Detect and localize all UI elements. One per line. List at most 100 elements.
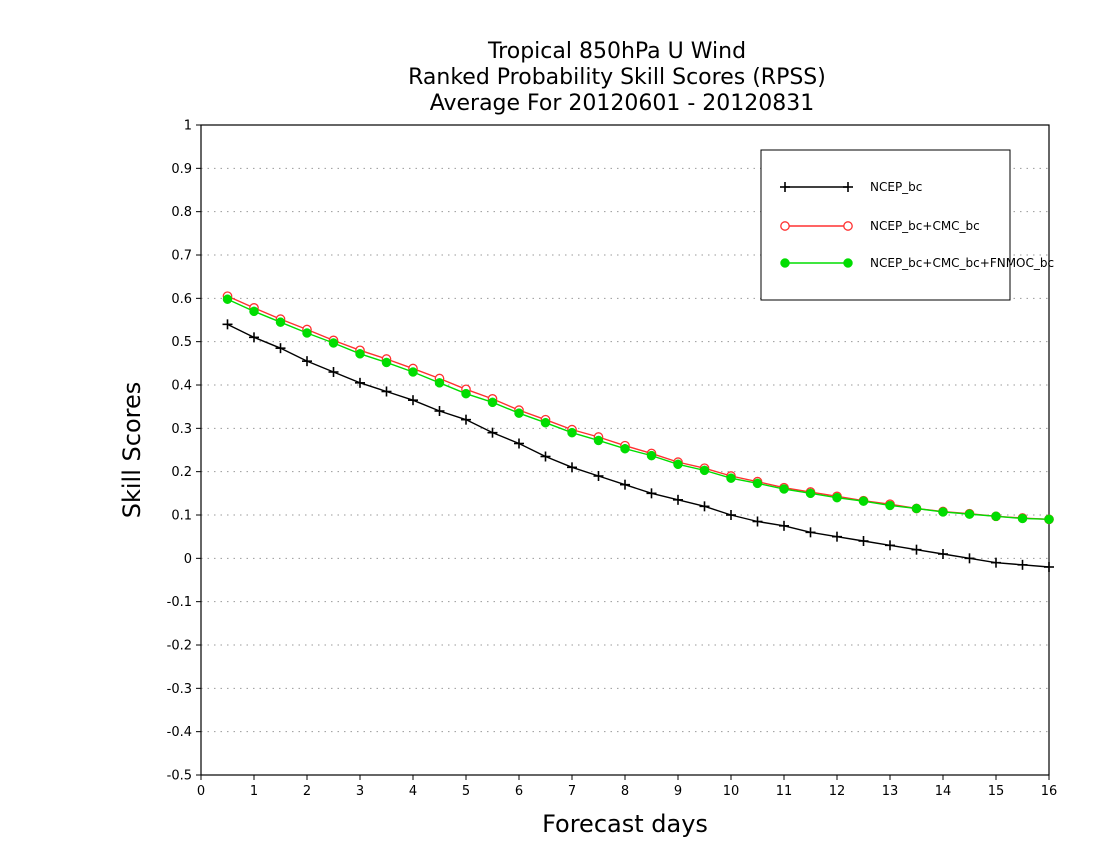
chart-title-line-2: Ranked Probability Skill Scores (RPSS) <box>408 65 826 90</box>
series-1-point <box>249 332 259 343</box>
y-tick-label: -0.5 <box>167 769 192 784</box>
y-tick-label: 0.5 <box>171 335 192 350</box>
series-1-point <box>487 427 498 438</box>
series-1-point <box>328 367 339 377</box>
y-tick-label: 0.2 <box>171 465 192 480</box>
series-3-point <box>832 492 842 503</box>
series-3-point <box>593 435 604 446</box>
series-3-point <box>249 306 259 317</box>
series-3-point <box>514 408 524 418</box>
series-1-point <box>381 386 392 397</box>
legend-marker-end <box>843 221 853 231</box>
series-3-point <box>355 349 365 359</box>
y-tick-label: 0.9 <box>171 162 192 177</box>
series-1-point <box>858 536 869 546</box>
series-1-point <box>222 319 233 330</box>
series-1-point <box>540 451 551 462</box>
y-tick-label: 0.1 <box>171 509 192 524</box>
series-3-line <box>227 298 1050 521</box>
series-3-point <box>1017 513 1028 524</box>
chart-title-line-1: Tropical 850hPa U Wind <box>487 39 746 64</box>
x-tick-label: 8 <box>621 784 629 799</box>
legend-entry-3: NCEP_bc+CMC_bc+FNMOC_bc <box>780 256 1054 270</box>
series-1 <box>222 319 1054 572</box>
series-1-point <box>408 395 418 406</box>
legend: NCEP_bc NCEP_bc+CMC_bc NCEP_bc+CMC_bc+FNMO… <box>760 149 1054 301</box>
x-tick-label: 7 <box>568 784 576 799</box>
series-3-point <box>752 478 763 489</box>
series-1-point <box>1044 562 1054 572</box>
series-3-point <box>222 294 233 304</box>
series-3-point <box>620 443 630 454</box>
y-tick-label: 0 <box>184 552 192 567</box>
series-3-point <box>858 496 869 506</box>
series-3-point <box>991 511 1001 522</box>
series-1-point <box>726 510 736 520</box>
series-3-point <box>381 357 392 368</box>
x-tick-label: 9 <box>674 784 682 799</box>
series-1-point <box>620 479 630 490</box>
series-3-point <box>964 509 975 519</box>
series-3-point <box>302 328 312 338</box>
series-1-point <box>461 414 471 425</box>
x-tick-label: 15 <box>988 784 1005 799</box>
series-3 <box>222 294 1054 525</box>
series-3-point <box>726 473 736 483</box>
y-tick-label: 0.7 <box>171 249 192 264</box>
series-1-point <box>699 501 710 512</box>
y-tick-label: -0.4 <box>167 725 192 740</box>
series-1-point <box>805 527 816 538</box>
x-axis-ticks: 0 1 2 3 4 5 6 7 8 9 10 11 12 13 14 15 16 <box>197 775 1057 799</box>
legend-entry-2: NCEP_bc+CMC_bc <box>780 219 980 233</box>
legend-label: NCEP_bc <box>870 180 922 194</box>
series-1-point <box>938 549 948 559</box>
y-tick-label: 0.6 <box>171 292 192 307</box>
x-tick-label: 14 <box>935 784 952 799</box>
series-layer <box>222 291 1054 572</box>
series-3-point <box>646 450 657 461</box>
legend-items: NCEP_bc NCEP_bc+CMC_bc NCEP_bc+CMC_bc+FNMO… <box>780 180 1054 270</box>
series-1-point <box>593 471 604 481</box>
x-tick-label: 6 <box>515 784 523 799</box>
legend-label: NCEP_bc+CMC_bc+FNMOC_bc <box>870 256 1054 270</box>
x-tick-label: 10 <box>723 784 740 799</box>
legend-marker-start <box>780 221 790 231</box>
series-3-point <box>938 507 948 517</box>
series-1-point <box>832 531 842 542</box>
x-tick-label: 12 <box>829 784 846 799</box>
series-3-point <box>328 338 339 348</box>
series-3-point <box>434 378 445 388</box>
series-2-line <box>227 295 1050 521</box>
legend-marker-end <box>843 258 853 268</box>
y-axis-label: Skill Scores <box>118 382 146 519</box>
series-1-point <box>885 540 895 551</box>
series-3-point <box>779 484 789 494</box>
legend-marker-end <box>843 182 853 192</box>
y-tick-label: 0.4 <box>171 379 192 394</box>
y-tick-label: -0.2 <box>167 639 192 654</box>
series-1-point <box>567 462 577 473</box>
series-3-point <box>487 397 498 408</box>
y-tick-label: 1 <box>184 119 192 134</box>
legend-box <box>760 149 1011 301</box>
grid-lines <box>201 167 1049 733</box>
series-3-point <box>699 465 710 476</box>
y-tick-label: -0.3 <box>167 682 192 697</box>
series-3-point <box>275 317 286 327</box>
series-1-point <box>514 438 524 449</box>
series-3-point <box>911 503 922 514</box>
x-tick-label: 11 <box>776 784 793 799</box>
series-1-point <box>991 557 1001 568</box>
plot-frame <box>200 124 1050 776</box>
series-3-point <box>408 367 418 377</box>
series-1-point <box>964 553 975 564</box>
series-3-point <box>540 417 551 428</box>
x-tick-label: 5 <box>462 784 470 799</box>
x-axis-label: Forecast days <box>542 810 708 838</box>
legend-marker-start <box>780 182 790 192</box>
y-tick-label: 0.8 <box>171 205 192 220</box>
legend-label: NCEP_bc+CMC_bc <box>870 219 980 233</box>
chart-title-line-3: Average For 20120601 - 20120831 <box>430 91 815 116</box>
series-1-point <box>646 488 657 499</box>
